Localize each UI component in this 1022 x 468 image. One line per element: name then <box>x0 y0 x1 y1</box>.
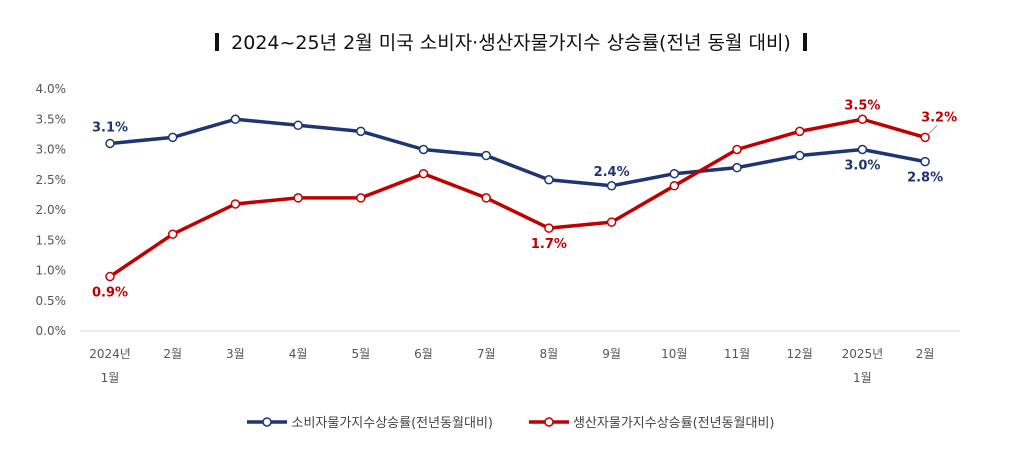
data-point <box>732 144 742 155</box>
data-label: 0.9% <box>92 286 128 301</box>
data-label: 1.7% <box>531 237 567 252</box>
data-label: 2.8% <box>907 171 943 186</box>
chart-title: 2024~25년 2월 미국 소비자·생산자물가지수 상승률(전년 동월 대비) <box>0 28 1022 55</box>
data-point <box>293 120 303 131</box>
x-tick-label: 2025년 <box>842 347 884 361</box>
data-label: 2.4% <box>594 165 630 180</box>
data-point <box>920 156 930 167</box>
data-point <box>230 114 241 124</box>
data-point <box>418 144 429 155</box>
legend: 소비자물가지수상승률(전년동월대비) 생산자물가지수상승률(전년동월대비) <box>0 412 1022 432</box>
x-tick-label: 11월 <box>724 347 750 361</box>
legend-label: 생산자물가지수상승률(전년동월대비) <box>573 416 775 431</box>
x-tick-label: 2024년 <box>89 347 131 361</box>
x-tick-label: 12월 <box>787 347 813 361</box>
data-label: 3.2% <box>921 110 957 125</box>
data-point <box>230 199 241 209</box>
x-tick-label: 6월 <box>414 347 433 361</box>
data-point <box>293 193 303 203</box>
data-point <box>105 138 115 149</box>
data-label: 3.1% <box>92 120 128 135</box>
data-point <box>920 132 930 143</box>
x-tick-label: 2월 <box>916 347 935 361</box>
legend-item: 생산자물가지수상승률(전년동월대비) <box>529 412 775 431</box>
x-tick-label: 5월 <box>351 347 370 361</box>
x-tick-label: 10월 <box>661 347 687 361</box>
y-tick-label: 3.5% <box>36 112 67 126</box>
data-label: 3.0% <box>844 159 880 174</box>
x-tick-label: 3월 <box>226 347 245 361</box>
x-tick-label: 1월 <box>853 371 872 385</box>
data-point <box>857 114 868 124</box>
data-label: 3.5% <box>844 98 880 113</box>
x-tick-label: 1월 <box>101 371 120 385</box>
y-tick-label: 1.5% <box>36 233 67 247</box>
x-tick-label: 2월 <box>163 347 182 361</box>
y-tick-label: 2.5% <box>36 173 67 187</box>
legend-marker <box>529 416 569 427</box>
legend-item: 소비자물가지수상승률(전년동월대비) <box>247 412 493 431</box>
x-tick-label: 4월 <box>289 347 308 361</box>
data-point <box>794 126 805 137</box>
y-tick-label: 3.0% <box>36 143 67 157</box>
series-line-1 <box>109 117 926 279</box>
data-point <box>167 229 178 239</box>
data-point <box>857 144 868 155</box>
data-point <box>167 132 178 143</box>
data-point <box>544 175 554 185</box>
legend-label: 소비자물가지수상승률(전년동월대비) <box>291 416 493 431</box>
title-text: 2024~25년 2월 미국 소비자·생산자물가지수 상승률(전년 동월 대비) <box>231 32 791 54</box>
label-leader-line <box>927 125 938 135</box>
y-tick-label: 0.0% <box>36 324 67 338</box>
x-tick-label: 8월 <box>540 347 559 361</box>
data-point <box>669 168 680 179</box>
data-point <box>481 150 491 161</box>
y-tick-label: 1.0% <box>36 264 67 278</box>
x-tick-label: 7월 <box>477 347 496 361</box>
data-point <box>732 162 742 173</box>
legend-marker <box>247 416 288 427</box>
data-point <box>356 126 366 137</box>
data-point <box>356 193 366 203</box>
title-bar-right <box>802 33 807 51</box>
y-tick-label: 2.0% <box>36 203 67 217</box>
data-point <box>105 271 115 282</box>
data-point <box>794 150 805 161</box>
data-point <box>481 193 491 203</box>
series-line-0 <box>109 117 926 188</box>
data-point <box>418 168 429 179</box>
y-tick-label: 0.5% <box>36 294 67 308</box>
data-point <box>544 223 554 233</box>
y-tick-label: 4.0% <box>36 82 67 96</box>
data-point <box>606 217 617 227</box>
x-tick-label: 9월 <box>602 347 621 361</box>
title-bar-left <box>215 33 220 51</box>
data-point <box>669 181 680 191</box>
data-point <box>606 181 617 191</box>
